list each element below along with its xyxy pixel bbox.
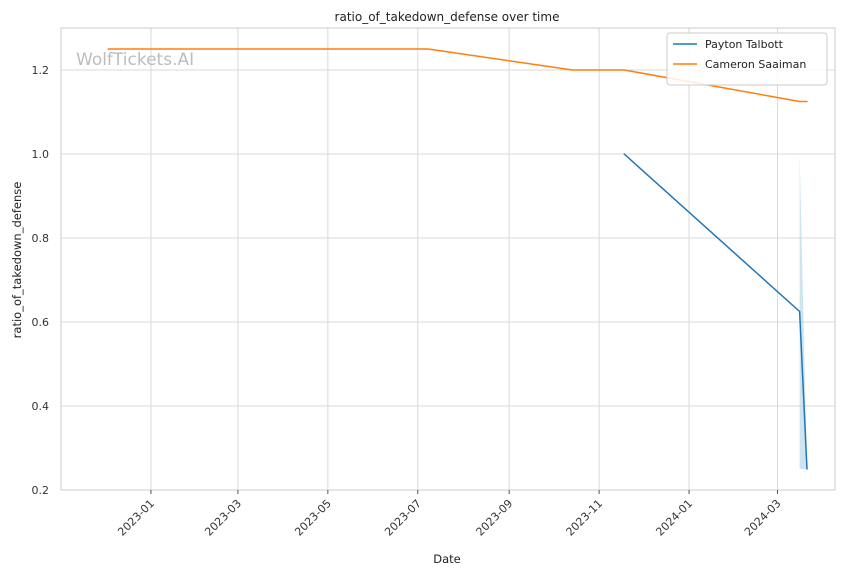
watermark: WolfTickets.AI xyxy=(76,50,194,70)
y-tick-label: 0.2 xyxy=(32,484,50,497)
series-lines-layer xyxy=(107,48,808,470)
plot-frame xyxy=(60,27,836,491)
y-tick-label: 0.6 xyxy=(32,316,50,329)
y-axis-ticks: 0.2 0.4 0.6 0.8 1.0 1.2 xyxy=(32,64,50,497)
chart-title: ratio_of_takedown_defense over time xyxy=(335,10,560,24)
x-axis-label: Date xyxy=(433,552,461,566)
confidence-band-0 xyxy=(799,154,807,469)
legend: Payton Talbott Cameron Saaiman xyxy=(666,32,828,86)
series-line-0 xyxy=(623,153,808,470)
legend-box xyxy=(666,32,828,86)
y-axis-label: ratio_of_takedown_defense xyxy=(10,182,24,339)
y-tick-label: 0.8 xyxy=(32,232,50,245)
confidence-band-layer xyxy=(799,154,807,469)
y-tick-label: 0.4 xyxy=(32,400,50,413)
y-tick-label: 1.0 xyxy=(32,148,50,161)
series-line-1 xyxy=(107,48,808,103)
y-tick-label: 1.2 xyxy=(32,64,50,77)
legend-label-0: Payton Talbott xyxy=(705,38,784,51)
legend-label-1: Cameron Saaiman xyxy=(705,58,806,71)
